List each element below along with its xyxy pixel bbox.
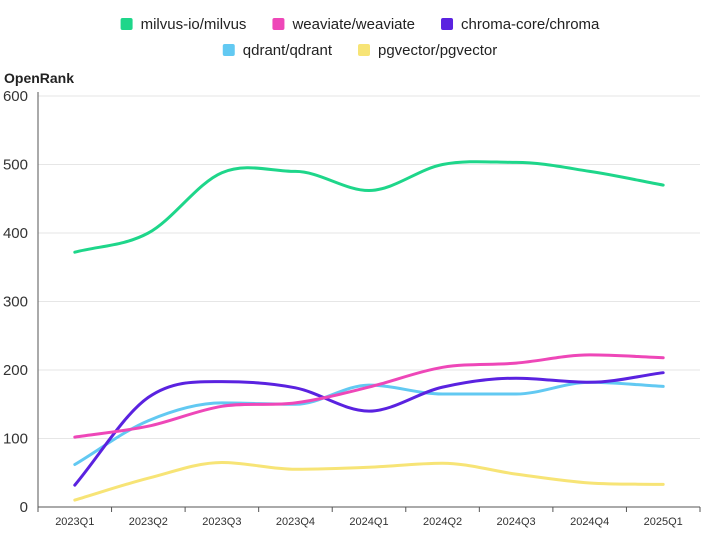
legend-label: weaviate/weaviate [291,16,415,33]
legend-label: qdrant/qdrant [243,42,333,59]
x-tick-label: 2024Q4 [570,516,609,528]
x-axis: 2023Q1 2023Q2 2023Q3 2023Q4 2024Q1 2024Q2 2024… [37,92,701,528]
y-axis-ticks: 0 100 200 300 400 500 600 [3,88,28,516]
y-tick-label: 200 [3,362,28,379]
legend-swatch [358,44,370,56]
legend-swatch [272,18,285,30]
legend-label: milvus-io/milvus [141,16,247,33]
x-tick-label: 2023Q3 [202,516,241,528]
legend-swatch [222,44,235,56]
series-line-chroma-core [73,371,665,487]
x-tick-label: 2023Q1 [55,516,94,528]
y-tick-label: 600 [3,88,28,105]
series-line-milvus-io [73,160,665,254]
legend-item[interactable]: pgvector/pgvector [358,42,497,59]
legend-item[interactable]: qdrant/qdrant [222,42,333,59]
legend-swatch [441,18,454,30]
series-lines [73,160,665,502]
legend-item[interactable]: weaviate/weaviate [272,16,415,33]
legend-item[interactable]: milvus-io/milvus [120,16,247,33]
x-tick-label: 2023Q4 [276,516,315,528]
y-tick-label: 0 [20,499,28,516]
y-tick-label: 100 [3,431,28,448]
x-tick-label: 2025Q1 [644,516,683,528]
y-tick-label: 400 [3,225,28,242]
x-tick-label: 2024Q1 [349,516,388,528]
y-tick-label: 500 [3,157,28,174]
y-tick-label: 300 [3,294,28,311]
legend-swatch [120,18,133,30]
y-axis-title: OpenRank [4,70,74,86]
x-tick-label: 2024Q3 [497,516,536,528]
x-tick-label: 2024Q2 [423,516,462,528]
x-tick-label: 2023Q2 [129,516,168,528]
legend: milvus-io/milvus weaviate/weaviate chroma-… [120,16,600,59]
legend-label: chroma-core/chroma [461,16,600,33]
legend-item[interactable]: chroma-core/chroma [441,16,600,33]
series-line-qdrant [73,380,665,466]
series-line-pgvector [73,461,665,502]
series-line-weaviate [73,353,665,439]
legend-label: pgvector/pgvector [378,42,497,59]
